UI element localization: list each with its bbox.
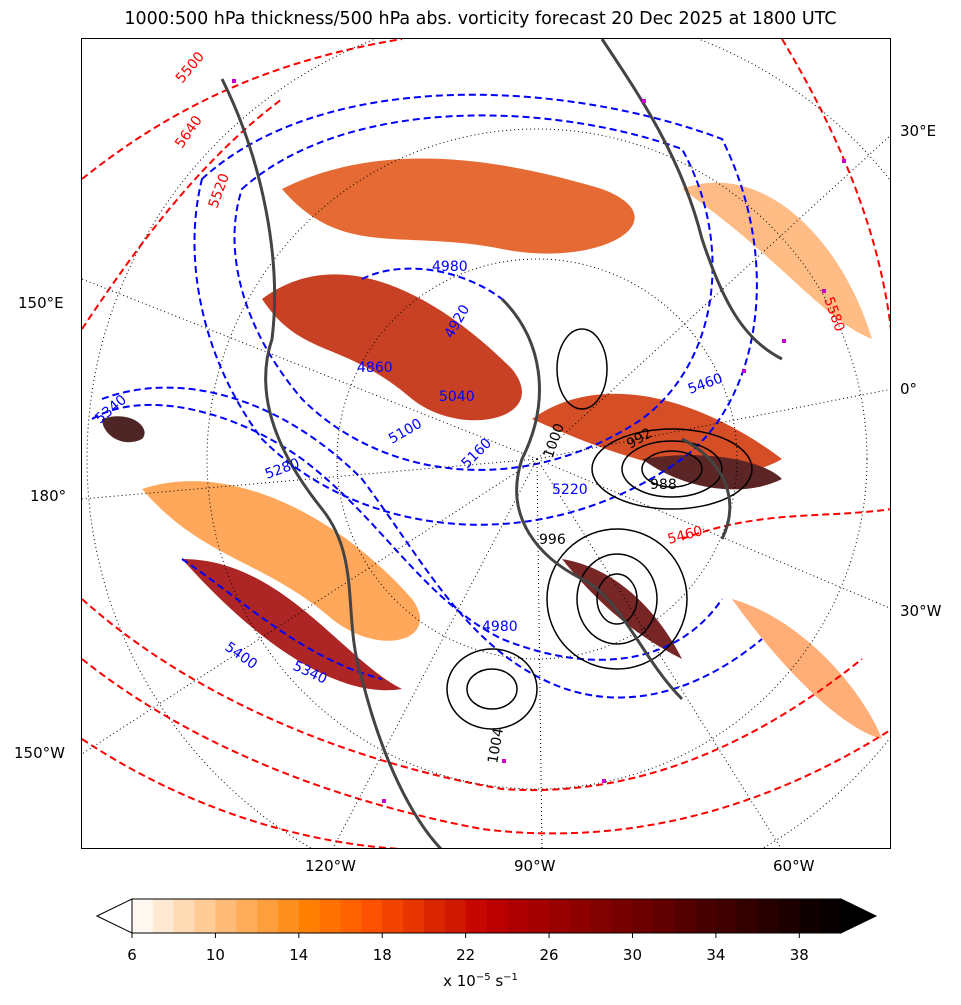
map-canvas: 4980 4920 4860 5040 5100 5160 5220 5280 … xyxy=(82,39,890,848)
station-markers xyxy=(232,79,846,803)
contour-label: 1004 xyxy=(485,727,507,765)
vorticity-band xyxy=(642,455,782,490)
colorbar-ticks xyxy=(131,933,800,938)
contour-label: 5460 xyxy=(686,371,725,398)
contour-label: 5520 xyxy=(206,171,233,210)
contour-label: 5460 xyxy=(666,523,705,548)
contour-label: 4860 xyxy=(357,360,393,376)
coastlines xyxy=(220,39,783,848)
colorbar-bin xyxy=(215,899,237,933)
colorbar-bin xyxy=(444,899,467,933)
colorbar-bin xyxy=(695,899,717,933)
contour-label: 5640 xyxy=(172,113,206,151)
graticule xyxy=(82,39,890,848)
colorbar-bin xyxy=(152,899,175,933)
colorbar xyxy=(96,898,878,938)
lon-label: 150°E xyxy=(18,294,64,312)
colorbar-tick-label: 30 xyxy=(622,946,643,964)
contour-label: 5040 xyxy=(439,389,475,405)
colorbar-bin xyxy=(632,899,654,933)
colorbar-bin xyxy=(799,899,821,933)
colorbar-bin xyxy=(778,899,800,933)
colorbar-bin xyxy=(298,899,321,933)
contour-label: 1000 xyxy=(541,421,568,460)
vorticity-band xyxy=(532,393,782,474)
colorbar-tick-label: 18 xyxy=(372,946,392,964)
lon-label: 30°E xyxy=(900,122,937,140)
vorticity-band xyxy=(182,559,402,691)
colorbar-tick-label: 38 xyxy=(789,946,809,964)
contour-label: 5500 xyxy=(173,49,208,87)
colorbar-bin xyxy=(132,899,154,933)
colorbar-bin xyxy=(736,899,759,933)
colorbar-bin xyxy=(569,899,592,933)
contour-label: 4980 xyxy=(432,259,468,275)
colorbar-bin xyxy=(653,899,675,933)
contour-label: 996 xyxy=(539,532,566,548)
contour-label: 5160 xyxy=(459,435,496,472)
vorticity-band xyxy=(682,182,872,339)
contour-label: 988 xyxy=(650,477,677,493)
mslp-contours xyxy=(446,328,753,730)
colorbar-tick-label: 26 xyxy=(539,946,559,964)
thickness-contours-cold xyxy=(91,93,763,699)
lon-label: 60°W xyxy=(773,857,815,875)
colorbar-frame xyxy=(131,898,842,934)
contour-label: 5280 xyxy=(263,456,302,483)
colorbar-bin xyxy=(403,899,425,933)
colorbar-bin xyxy=(590,899,613,933)
colorbar-label: x 10−5 s−1 xyxy=(0,972,961,990)
colorbar-label-prefix: x 10 xyxy=(443,972,476,990)
colorbar-bin xyxy=(715,899,738,933)
contour-label: 5400 xyxy=(222,639,260,673)
colorbar-bin xyxy=(423,899,446,933)
colorbar-bin xyxy=(257,899,279,933)
colorbar-bin xyxy=(611,899,633,933)
colorbar-bin xyxy=(277,899,300,933)
colorbar-label-unit: s xyxy=(490,972,504,990)
colorbar-tick-label: 14 xyxy=(289,946,309,964)
colorbar-tick-label: 6 xyxy=(127,946,137,964)
lon-label: 150°W xyxy=(14,744,65,762)
lon-label: 180° xyxy=(30,487,67,505)
vorticity-band xyxy=(732,599,882,739)
colorbar-bin xyxy=(173,899,196,933)
colorbar-bin xyxy=(820,899,842,933)
contour-label: 5220 xyxy=(552,482,588,498)
contour-label: 4980 xyxy=(482,619,518,635)
colorbar-bin xyxy=(340,899,362,933)
colorbar-bin xyxy=(465,899,487,933)
colorbar-bin xyxy=(549,899,571,933)
colorbar-bin xyxy=(194,899,216,933)
colorbar-bins xyxy=(132,899,842,933)
colorbar-bin xyxy=(319,899,342,933)
colorbar-label-unit-exp: −1 xyxy=(503,972,518,983)
colorbar-bin xyxy=(382,899,404,933)
figure-title: 1000:500 hPa thickness/500 hPa abs. vort… xyxy=(124,9,837,29)
lon-label: 120°W xyxy=(305,857,356,875)
colorbar-bin xyxy=(674,899,696,933)
vorticity-band xyxy=(262,274,522,421)
lon-label: 0° xyxy=(900,380,918,398)
vorticity-band xyxy=(102,416,145,443)
colorbar-bin xyxy=(236,899,258,933)
colorbar-bin xyxy=(507,899,529,933)
colorbar-extend-low xyxy=(96,898,133,934)
colorbar-label-exp: −5 xyxy=(475,972,491,983)
colorbar-bin xyxy=(361,899,383,933)
map-panel: 4980 4920 4860 5040 5100 5160 5220 5280 … xyxy=(81,38,891,849)
lon-label: 90°W xyxy=(514,857,556,875)
lon-label: 30°W xyxy=(900,602,942,620)
contour-label: 5100 xyxy=(386,416,425,448)
thickness-contours-warm xyxy=(82,39,890,848)
vorticity-shading xyxy=(102,158,882,739)
colorbar-extend-high xyxy=(840,898,878,934)
vorticity-band xyxy=(282,158,635,254)
colorbar-tick-label: 10 xyxy=(205,946,225,964)
colorbar-bin xyxy=(486,899,508,933)
colorbar-bin xyxy=(757,899,779,933)
colorbar-tick-label: 22 xyxy=(456,946,476,964)
colorbar-tick-label: 34 xyxy=(706,946,726,964)
colorbar-bin xyxy=(528,899,550,933)
